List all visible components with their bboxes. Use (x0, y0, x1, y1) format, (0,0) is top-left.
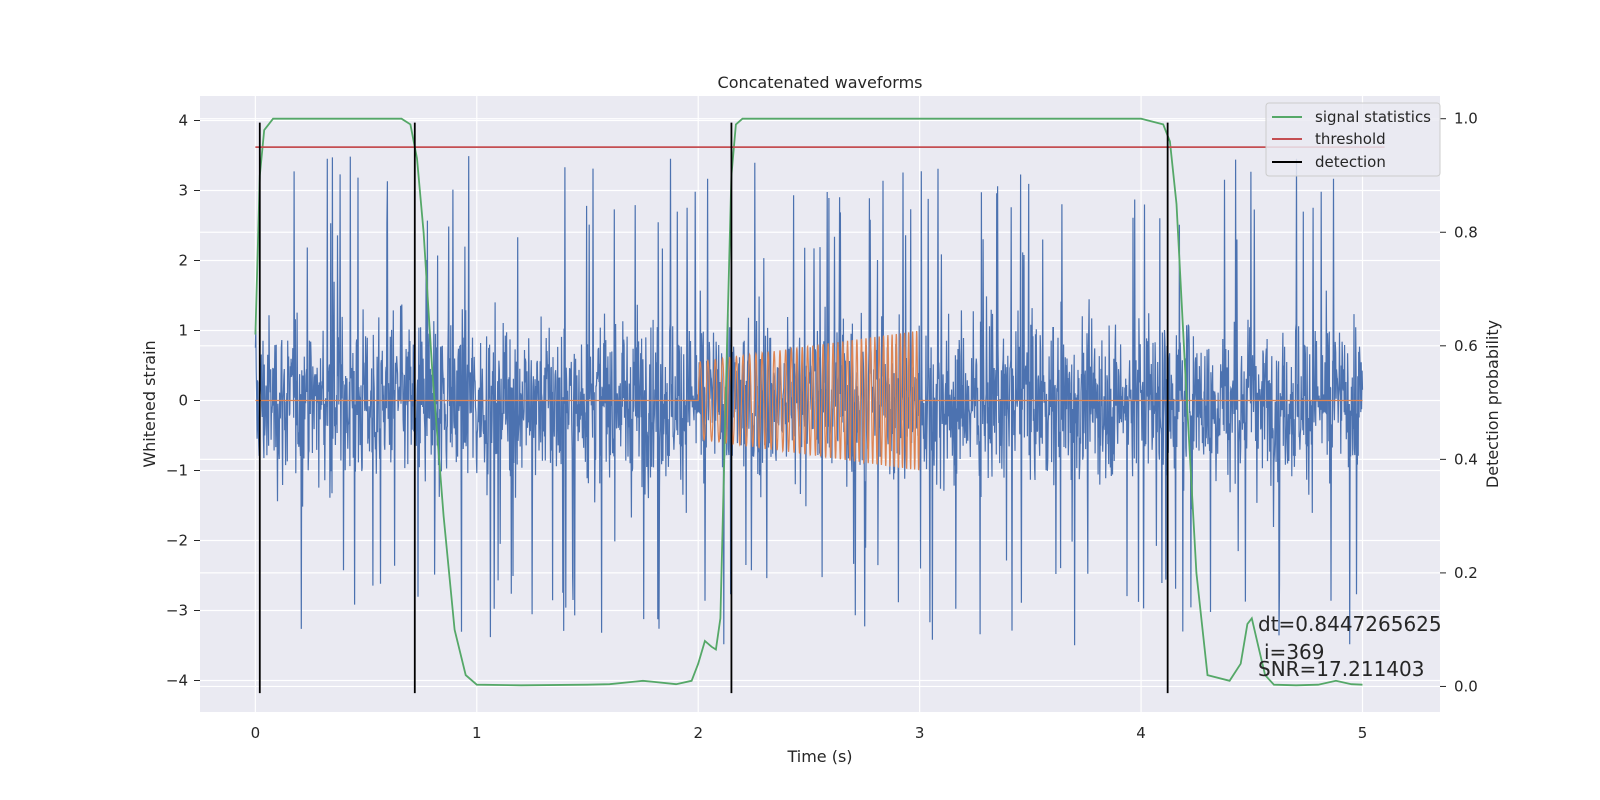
x-tick-label: 5 (1358, 724, 1368, 742)
x-tick-label: 2 (693, 724, 703, 742)
annotation-index: i=369 (1264, 640, 1325, 664)
annotation-snr: SNR=17.211403 (1258, 657, 1424, 681)
y-right-tick-label: 1.0 (1454, 110, 1478, 128)
legend-label-threshold: threshold (1315, 130, 1386, 148)
y-tick-label: −4 (166, 672, 188, 690)
detection-lines (258, 122, 1169, 694)
legend-box (1265, 102, 1441, 177)
y-right-tick-label: 0.6 (1454, 337, 1478, 355)
signal-statistics-series (254, 117, 1385, 687)
y-tick-label: 1 (178, 322, 188, 340)
template-series (255, 330, 1363, 471)
y-axis-label-left: Whitened strain (140, 340, 159, 467)
x-tick-label: 3 (915, 724, 925, 742)
y-tick-label: 3 (178, 182, 188, 200)
x-axis-label: Time (s) (786, 747, 852, 766)
legend-label-signal-statistics: signal statistics (1315, 108, 1431, 126)
annotation-dt: dt=0.8447265625 (1258, 612, 1442, 636)
y-axis-label-right: Detection probability (1483, 320, 1502, 488)
chart-title: Concatenated waveforms (718, 73, 923, 92)
y-right-tick-label: 0.4 (1454, 450, 1478, 468)
signal-statistics-line (254, 117, 1363, 687)
y-right-tick-label: 0.2 (1454, 564, 1478, 582)
x-tick-label: 4 (1136, 724, 1146, 742)
y-tick-label: −3 (166, 602, 188, 620)
y-tick-label: 2 (178, 252, 188, 270)
y-tick-label: −2 (166, 532, 188, 550)
y-tick-label: 0 (178, 392, 188, 410)
y-right-tick-label: 0.0 (1454, 677, 1478, 695)
y-tick-label: 4 (178, 112, 188, 130)
x-tick-label: 1 (472, 724, 482, 742)
annotations: dt=0.8447265625 i=369 SNR=17.211403 (1258, 612, 1442, 681)
x-tick-label: 0 (251, 724, 261, 742)
y-tick-label: −1 (166, 462, 188, 480)
template-waveform-line (255, 330, 1363, 471)
legend-label-detection: detection (1315, 153, 1386, 171)
y-right-tick-label: 0.8 (1454, 223, 1478, 241)
axes: 0 1 2 3 4 5 −4 −3 −2 −1 0 1 2 3 4 0.0 0.2 0.4 0.6 0.8 1.0 (166, 110, 1478, 742)
legend: signal statistics threshold detection (1265, 102, 1441, 177)
